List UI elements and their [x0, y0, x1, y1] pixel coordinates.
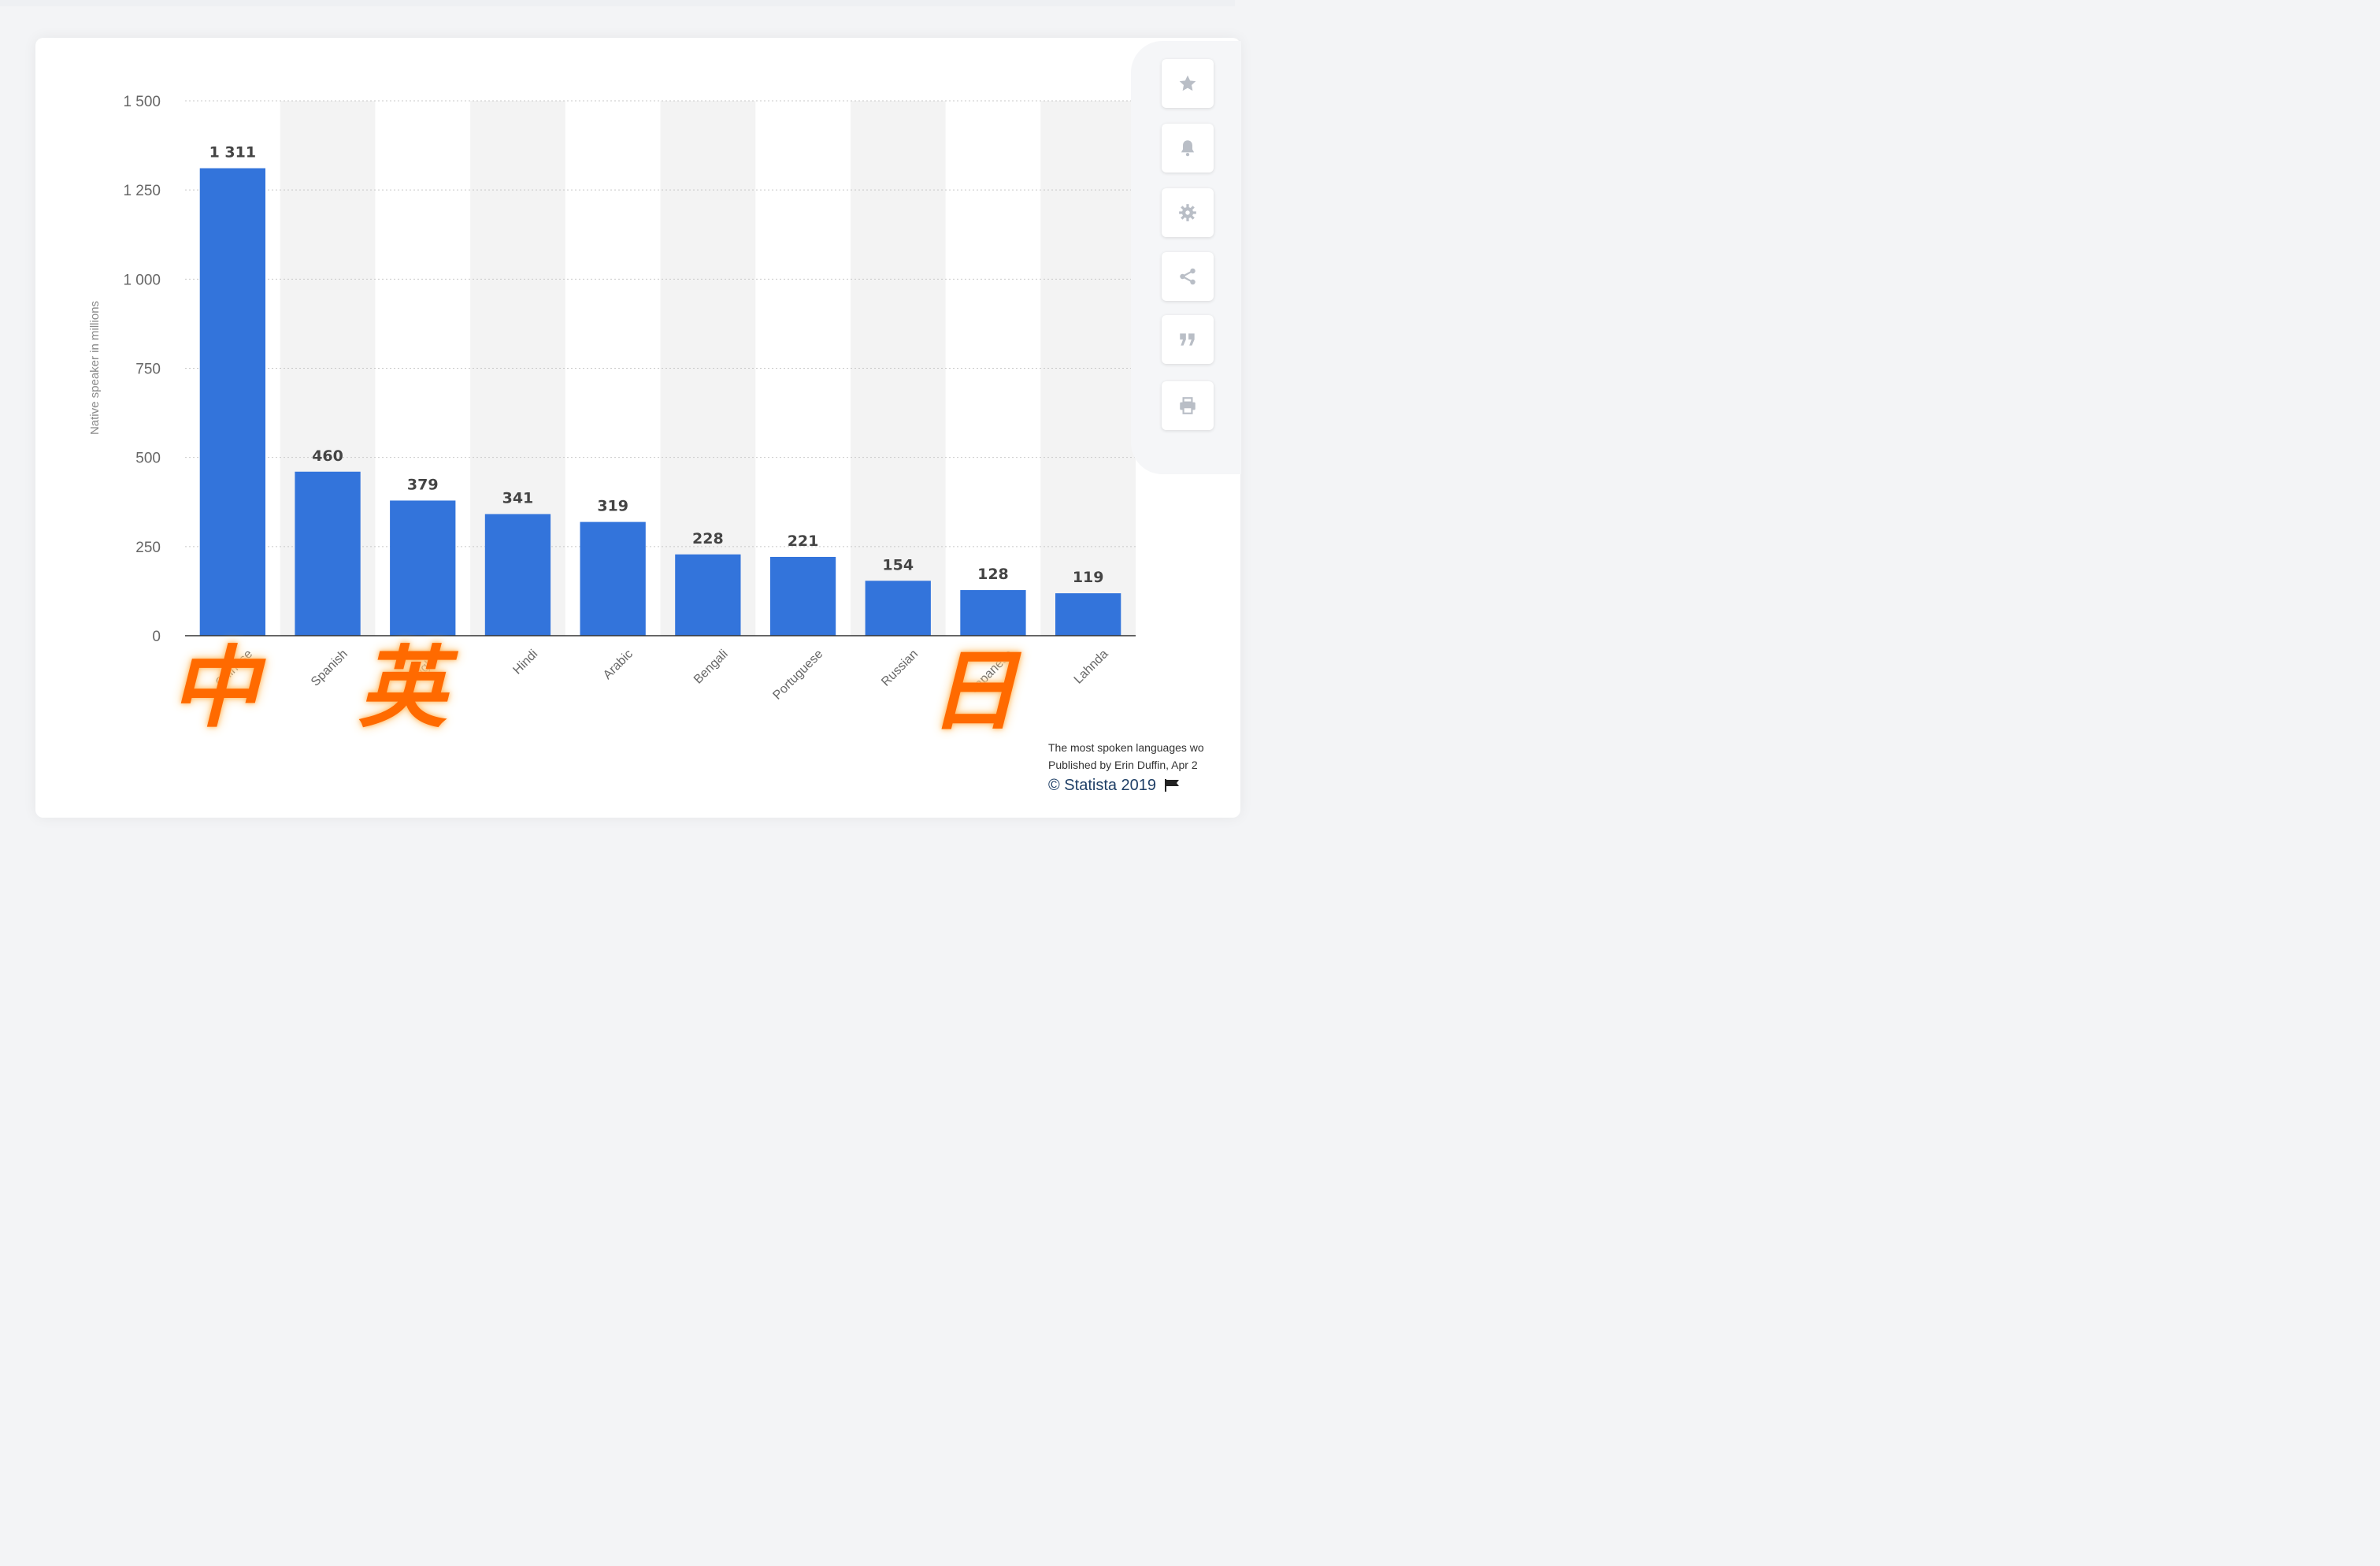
x-tick-label: Lahnda: [1072, 648, 1111, 687]
bar: [199, 168, 265, 636]
bar: [390, 500, 456, 636]
value-labels: 1 311 460 379 341 319 228 221 154 128 119: [209, 144, 1104, 587]
value-label: 221: [788, 533, 819, 550]
value-label: 379: [407, 476, 439, 493]
value-label: 119: [1073, 569, 1104, 586]
bar: [1055, 593, 1121, 636]
top-strip: [0, 0, 1235, 6]
source-description: The most spoken languages wo: [1048, 741, 1204, 754]
bar: [295, 471, 361, 636]
value-label: 128: [977, 566, 1009, 583]
bar: [580, 521, 646, 636]
value-label: 154: [882, 556, 914, 573]
value-label: 228: [692, 530, 724, 547]
y-tick-label: 500: [135, 451, 161, 467]
column-band: [660, 101, 756, 636]
gear-icon: [1179, 204, 1196, 221]
cite-button[interactable]: [1162, 315, 1214, 364]
value-label: 1 311: [209, 144, 257, 161]
star-icon: [1179, 75, 1196, 91]
source-block: The most spoken languages wo Published b…: [1048, 739, 1237, 797]
y-tick-label: 1 250: [123, 183, 161, 199]
bar-chart: 1 311 460 379 341 319 228 221 154 128 119 0 250 500…: [88, 94, 1136, 703]
print-button[interactable]: [1162, 381, 1214, 430]
x-tick-label: Portuguese: [770, 648, 825, 703]
notification-button[interactable]: [1162, 124, 1214, 173]
value-label: 341: [502, 490, 534, 507]
bar: [865, 581, 931, 636]
x-tick-label: Bengali: [691, 648, 731, 687]
value-label: 319: [597, 498, 628, 515]
flag-icon[interactable]: [1164, 778, 1181, 792]
y-axis-ticks: 0 250 500 750 1 000 1 250 1 500: [123, 94, 161, 645]
publisher-line: Published by Erin Duffin, Apr 2: [1048, 759, 1198, 771]
quote-icon: [1180, 333, 1195, 346]
x-tick-label: Spanish: [309, 648, 350, 689]
share-button[interactable]: [1162, 252, 1214, 301]
share-icon: [1180, 268, 1196, 285]
y-tick-label: 0: [152, 629, 161, 645]
y-tick-label: 1 500: [123, 94, 161, 110]
value-label: 460: [312, 447, 343, 465]
bar: [675, 554, 741, 636]
bar: [960, 590, 1026, 636]
y-tick-label: 750: [135, 362, 161, 378]
copyright-line: © Statista 2019: [1048, 774, 1237, 797]
overlay-char-english: 英: [358, 637, 447, 740]
copyright-text[interactable]: © Statista 2019: [1048, 777, 1157, 794]
bar: [769, 556, 836, 636]
overlay-char-japanese: 日: [929, 640, 1018, 743]
settings-button[interactable]: [1162, 188, 1214, 237]
y-tick-label: 1 000: [123, 272, 161, 288]
favorite-button[interactable]: [1162, 59, 1214, 108]
x-tick-label: Russian: [879, 648, 921, 689]
grid-lines: [185, 100, 1136, 547]
x-tick-label: Arabic: [601, 648, 636, 682]
printer-icon: [1180, 397, 1196, 414]
bell-icon: [1181, 140, 1195, 157]
overlay-char-chinese: 中: [170, 637, 258, 740]
x-tick-label: Hindi: [510, 648, 540, 677]
y-axis-title: Native speaker in millions: [88, 301, 102, 435]
bars: [199, 168, 1121, 636]
y-tick-label: 250: [135, 540, 161, 556]
bar: [484, 514, 551, 636]
